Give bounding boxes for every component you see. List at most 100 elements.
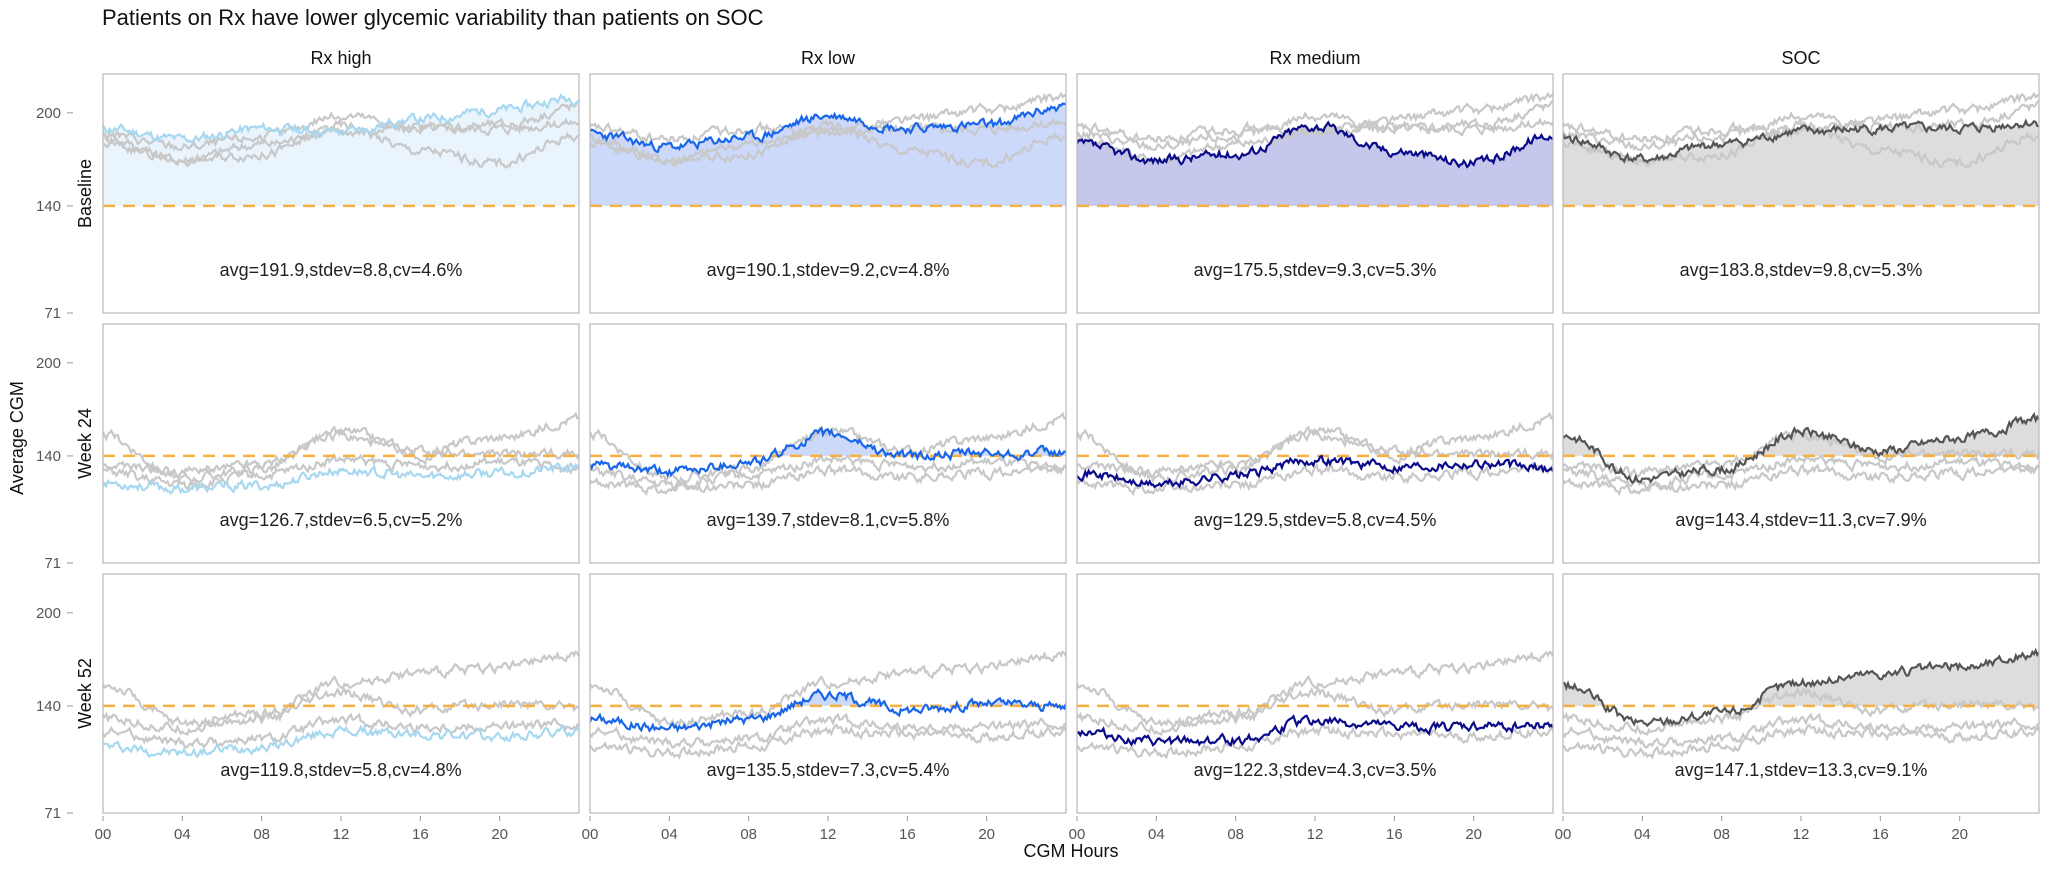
panel-border bbox=[1076, 73, 1554, 314]
y-tick-label: 200 bbox=[36, 105, 61, 122]
series-line-soc bbox=[1563, 412, 2039, 485]
x-tick-label: 16 bbox=[1386, 826, 1403, 843]
panel-stats-label: avg=122.3,stdev=4.3,cv=3.5% bbox=[1194, 760, 1437, 780]
area-above-reference bbox=[1077, 122, 1553, 206]
row-strip-label: Baseline bbox=[75, 159, 95, 228]
column-strip-label: Rx low bbox=[801, 48, 856, 68]
series-line-rx-high bbox=[103, 461, 579, 495]
panel-grid: Rx high Rx low Rx medium SOC Baseline 71 140 20… bbox=[36, 48, 2040, 843]
panel-stats-label: avg=190.1,stdev=9.2,cv=4.8% bbox=[707, 260, 950, 280]
x-axis-label: CGM Hours bbox=[1023, 841, 1118, 861]
comparison-series-line bbox=[1077, 686, 1553, 736]
comparison-series-line bbox=[1563, 461, 2039, 497]
panel-stats-label: avg=191.9,stdev=8.8,cv=4.6% bbox=[220, 260, 463, 280]
panel-plot-area bbox=[1563, 91, 2039, 208]
comparison-series-line bbox=[1077, 99, 1553, 152]
x-tick-label: 16 bbox=[899, 826, 916, 843]
panel-border bbox=[1076, 573, 1554, 814]
area-above-reference bbox=[590, 428, 1066, 456]
panel-plot-area bbox=[590, 91, 1066, 208]
series-line-rx-medium bbox=[1077, 120, 1553, 169]
comparison-series-line bbox=[103, 712, 579, 749]
series-line-rx-low bbox=[590, 688, 1066, 733]
series-line-rx-high bbox=[103, 93, 579, 144]
facet-panel: avg=129.5,stdev=5.8,cv=4.5% bbox=[1076, 323, 1554, 564]
facet-panel: avg=126.7,stdev=6.5,cv=5.2% bbox=[102, 323, 580, 564]
x-tick-label: 00 bbox=[582, 826, 599, 843]
facet-panel: avg=143.4,stdev=11.3,cv=7.9% bbox=[1562, 323, 2040, 564]
facet-panel: avg=191.9,stdev=8.8,cv=4.6% bbox=[102, 73, 580, 314]
comparison-series-line bbox=[590, 453, 1066, 491]
x-tick-label: 00 bbox=[95, 826, 112, 843]
comparison-series-line bbox=[1563, 686, 2039, 736]
comparison-series-line bbox=[1563, 723, 2039, 760]
x-tick-label: 20 bbox=[1951, 826, 1968, 843]
panel-stats-label: avg=183.8,stdev=9.8,cv=5.3% bbox=[1680, 260, 1923, 280]
row-strip-label: Week 52 bbox=[75, 658, 95, 729]
panel-stats-label: avg=129.5,stdev=5.8,cv=4.5% bbox=[1194, 510, 1437, 530]
row-strip-label: Week 24 bbox=[75, 408, 95, 479]
x-tick-label: 04 bbox=[1148, 826, 1165, 843]
x-tick-label: 00 bbox=[1069, 826, 1086, 843]
facet-panel: avg=135.5,stdev=7.3,cv=5.4% bbox=[589, 573, 1067, 814]
comparison-series-line bbox=[1077, 461, 1553, 497]
comparison-series-line bbox=[1077, 411, 1553, 486]
facet-panel: avg=147.1,stdev=13.3,cv=9.1% bbox=[1562, 573, 2040, 814]
panel-plot-area bbox=[1077, 91, 1553, 208]
column-strip-label: SOC bbox=[1781, 48, 1820, 68]
comparison-series-line bbox=[103, 99, 579, 152]
panel-plot-area bbox=[103, 650, 579, 759]
y-tick-label: 140 bbox=[36, 698, 61, 715]
facet-panel: avg=190.1,stdev=9.2,cv=4.8% bbox=[589, 73, 1067, 314]
panel-plot-area bbox=[1077, 650, 1553, 760]
panel-border bbox=[1076, 323, 1554, 564]
panel-border bbox=[1562, 573, 2040, 814]
panel-stats-label: avg=175.5,stdev=9.3,cv=5.3% bbox=[1194, 260, 1437, 280]
panel-border bbox=[589, 73, 1067, 314]
x-tick-label: 20 bbox=[491, 826, 508, 843]
series-line-rx-high bbox=[103, 723, 579, 759]
panel-plot-area bbox=[1563, 647, 2039, 760]
x-tick-label: 04 bbox=[1634, 826, 1651, 843]
panel-plot-area bbox=[590, 411, 1066, 497]
area-above-reference bbox=[590, 103, 1066, 206]
panel-stats-label: avg=126.7,stdev=6.5,cv=5.2% bbox=[220, 510, 463, 530]
panel-plot-area bbox=[1563, 412, 2039, 497]
x-tick-label: 16 bbox=[1872, 826, 1889, 843]
y-tick-label: 71 bbox=[44, 305, 61, 322]
comparison-series-line bbox=[590, 723, 1066, 760]
x-tick-label: 04 bbox=[661, 826, 678, 843]
panel-plot-area bbox=[103, 93, 579, 208]
panel-plot-area bbox=[590, 650, 1066, 760]
x-tick-label: 20 bbox=[978, 826, 995, 843]
comparison-series-line bbox=[590, 650, 1066, 728]
x-tick-label: 16 bbox=[412, 826, 429, 843]
comparison-series-line bbox=[103, 686, 579, 736]
x-tick-label: 12 bbox=[820, 826, 837, 843]
panel-border bbox=[102, 323, 580, 564]
facet-panel: avg=183.8,stdev=9.8,cv=5.3% bbox=[1562, 73, 2040, 314]
comparison-series-line bbox=[590, 461, 1066, 497]
x-tick-label: 08 bbox=[253, 826, 270, 843]
panel-stats-label: avg=147.1,stdev=13.3,cv=9.1% bbox=[1675, 760, 1928, 780]
x-tick-label: 08 bbox=[1713, 826, 1730, 843]
column-strip-label: Rx high bbox=[310, 48, 371, 68]
y-axis-label: Average CGM bbox=[7, 381, 27, 495]
panel-stats-label: avg=135.5,stdev=7.3,cv=5.4% bbox=[707, 760, 950, 780]
series-line-rx-medium bbox=[1077, 454, 1553, 489]
y-tick-label: 71 bbox=[44, 555, 61, 572]
series-line-rx-low bbox=[590, 102, 1066, 154]
panel-stats-label: avg=139.7,stdev=8.1,cv=5.8% bbox=[707, 510, 950, 530]
x-tick-label: 00 bbox=[1555, 826, 1572, 843]
area-above-reference bbox=[1563, 121, 2039, 206]
comparison-series-line bbox=[103, 429, 579, 479]
x-tick-label: 12 bbox=[1793, 826, 1810, 843]
comparison-series-line bbox=[1563, 712, 2039, 749]
facet-panel: avg=119.8,stdev=5.8,cv=4.8% bbox=[102, 573, 580, 814]
panel-stats-label: avg=143.4,stdev=11.3,cv=7.9% bbox=[1675, 510, 1926, 530]
y-tick-label: 140 bbox=[36, 198, 61, 215]
panel-border bbox=[1562, 323, 2040, 564]
series-line-rx-low bbox=[590, 426, 1066, 478]
panel-border bbox=[589, 323, 1067, 564]
